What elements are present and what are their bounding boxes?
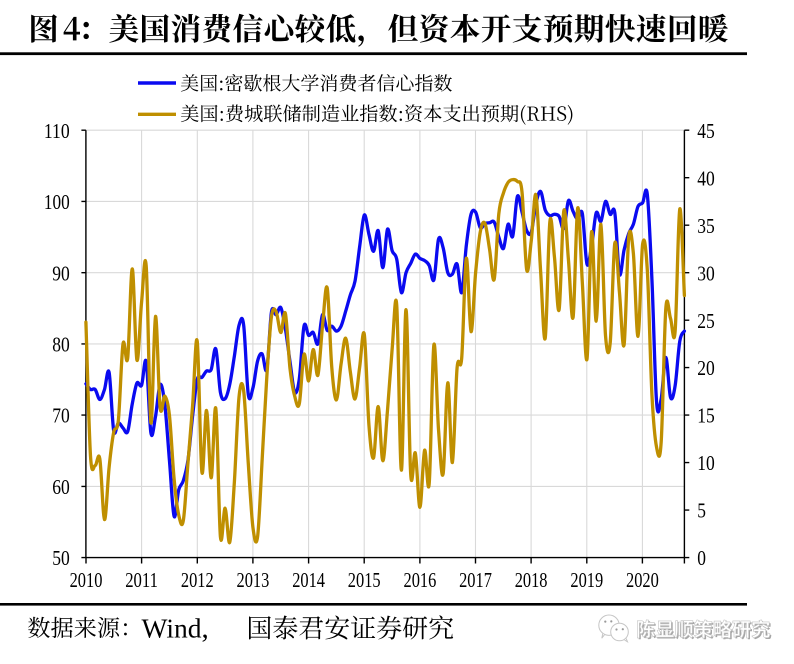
svg-text:2020: 2020 [626, 568, 659, 592]
svg-text:20: 20 [697, 356, 715, 380]
svg-text:70: 70 [52, 404, 70, 428]
svg-text:40: 40 [697, 166, 715, 190]
svg-text:2014: 2014 [292, 568, 325, 592]
svg-text:Wind: Wind [142, 612, 202, 643]
svg-text:30: 30 [697, 261, 715, 285]
svg-text:2019: 2019 [570, 568, 603, 592]
svg-text:60: 60 [52, 475, 70, 499]
svg-text:110: 110 [44, 119, 70, 143]
svg-text:2016: 2016 [404, 568, 437, 592]
svg-text:2018: 2018 [515, 568, 548, 592]
svg-text:100: 100 [44, 190, 70, 214]
svg-text:2012: 2012 [181, 568, 214, 592]
svg-text:50: 50 [52, 546, 70, 570]
svg-text:0: 0 [697, 546, 706, 570]
svg-text:5: 5 [697, 499, 706, 523]
svg-text:2015: 2015 [348, 568, 381, 592]
svg-text:2013: 2013 [237, 568, 270, 592]
svg-text:25: 25 [697, 309, 715, 333]
svg-text:35: 35 [697, 214, 715, 238]
svg-text:80: 80 [52, 333, 70, 357]
svg-text:2010: 2010 [70, 568, 103, 592]
svg-text:2011: 2011 [125, 568, 158, 592]
svg-text:15: 15 [697, 404, 715, 428]
svg-text:2017: 2017 [459, 568, 492, 592]
svg-text:45: 45 [697, 119, 715, 143]
svg-text:10: 10 [697, 451, 715, 475]
svg-text:90: 90 [52, 261, 70, 285]
svg-text:,: , [202, 612, 209, 644]
